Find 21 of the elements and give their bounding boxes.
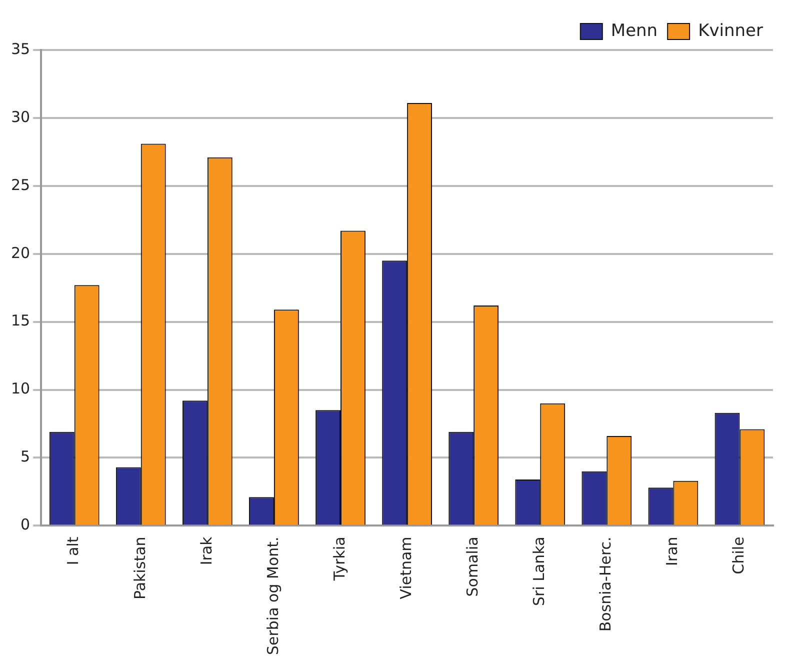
legend-label: Kvinner (698, 20, 764, 41)
y-tick-label: 5 (20, 448, 30, 466)
x-tick-label: Sri Lanka (530, 536, 548, 606)
x-tick-label: Iran (663, 536, 682, 566)
x-tick-label: Irak (197, 536, 216, 566)
x-tick-label: Vietnam (396, 536, 415, 600)
x-tick-label: Pakistan (130, 536, 149, 600)
legend-label: Menn (610, 20, 658, 41)
x-tick-label: Tyrkia (330, 536, 348, 582)
x-tick-label: I alt (64, 536, 82, 566)
y-tick-label: 30 (10, 108, 30, 126)
x-tick-label: Serbia og Mont. (264, 536, 282, 656)
y-tick-label: 25 (10, 176, 30, 194)
x-tick-label: Chile (730, 536, 748, 574)
x-tick-label: Bosnia-Herc. (596, 536, 615, 632)
y-tick-label: 0 (20, 516, 30, 534)
y-tick-label: 15 (10, 312, 30, 330)
x-tick-label: Somalia (463, 536, 482, 597)
y-tick-label: 35 (10, 40, 30, 58)
y-tick-label: 20 (10, 244, 30, 262)
y-tick-label: 10 (10, 380, 30, 398)
